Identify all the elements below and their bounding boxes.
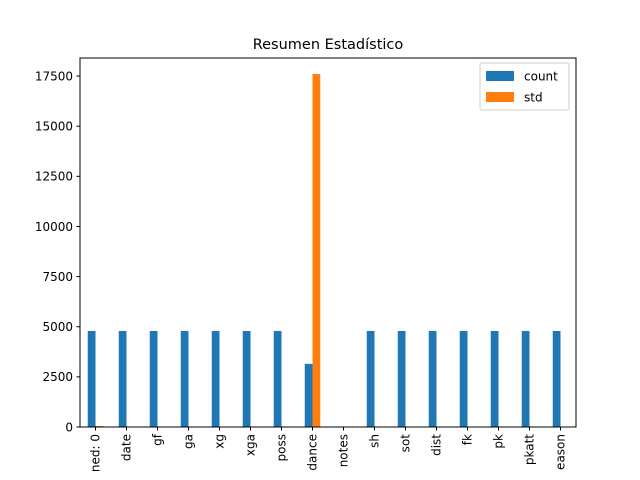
bar-count-6 xyxy=(273,330,282,427)
y-tick-label: 0 xyxy=(65,420,73,434)
y-tick-label: 2500 xyxy=(42,370,73,384)
x-tick-label: xg xyxy=(213,434,227,449)
bar-count-3 xyxy=(180,330,189,427)
bar-count-4 xyxy=(211,330,220,427)
x-tick-label: dance xyxy=(306,434,320,471)
x-tick-label: fk xyxy=(461,434,475,445)
y-tick-label: 5000 xyxy=(42,320,73,334)
bar-count-14 xyxy=(521,330,530,427)
y-tick-label: 7500 xyxy=(42,270,73,284)
bar-count-12 xyxy=(459,330,468,427)
bar-count-11 xyxy=(428,330,437,427)
x-tick-label: ned: 0 xyxy=(89,434,103,472)
chart-title: Resumen Estadístico xyxy=(253,37,404,53)
legend-swatch-count xyxy=(486,71,514,81)
bar-count-5 xyxy=(242,330,251,427)
x-tick-label: xga xyxy=(244,434,258,456)
bar-std-7 xyxy=(312,74,321,427)
bar-count-2 xyxy=(149,330,158,427)
bar-count-1 xyxy=(118,330,127,427)
x-tick-label: eason xyxy=(554,434,568,470)
legend-swatch-std xyxy=(486,92,514,102)
y-tick-label: 12500 xyxy=(35,170,73,184)
x-tick-label: gf xyxy=(151,433,165,446)
bar-count-0 xyxy=(87,330,96,427)
bar-count-13 xyxy=(490,330,499,427)
bar-count-15 xyxy=(552,330,561,427)
y-axis: 0 2500 5000 7500 10000 12500 15000 17500 xyxy=(35,69,80,434)
x-tick-label: poss xyxy=(275,434,289,461)
y-tick-label: 15000 xyxy=(35,119,73,133)
bars-group xyxy=(87,74,569,427)
x-tick-label: pk xyxy=(492,434,506,449)
x-axis: ned: 0 date gf ga xg xga poss dance notes sh sot di… xyxy=(89,427,568,472)
bar-count-10 xyxy=(397,330,406,427)
legend: count std xyxy=(479,62,570,111)
x-tick-label: ga xyxy=(182,434,196,449)
bar-count-9 xyxy=(366,330,375,427)
x-tick-label: dist xyxy=(430,434,444,456)
bar-count-7 xyxy=(304,363,313,427)
y-tick-label: 10000 xyxy=(35,220,73,234)
x-tick-label: notes xyxy=(337,434,351,467)
legend-label-count: count xyxy=(524,70,558,84)
x-tick-label: pkatt xyxy=(523,434,537,465)
y-tick-label: 17500 xyxy=(35,69,73,83)
x-tick-label: date xyxy=(120,434,134,461)
legend-label-std: std xyxy=(524,91,543,105)
x-tick-label: sot xyxy=(399,434,413,453)
plot-frame xyxy=(79,57,577,428)
x-tick-label: sh xyxy=(368,434,382,448)
